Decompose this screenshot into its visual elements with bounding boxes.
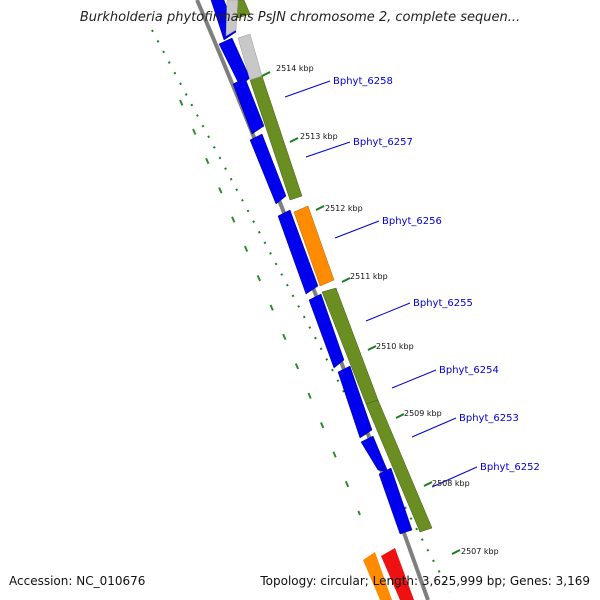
tick-label: 2509 kbp (404, 409, 442, 418)
tick-label: 2511 kbp (350, 272, 388, 281)
green-track (231, 0, 433, 533)
bottom-features (363, 548, 414, 600)
tick-label: 2513 kbp (300, 132, 338, 141)
label-leaders (284, 80, 478, 488)
tick-marks (261, 71, 461, 555)
gene-label: Bphyt_6256 (382, 216, 442, 227)
gene-label: Bphyt_6254 (439, 365, 499, 376)
gene-labels: Bphyt_6258 Bphyt_6257 Bphyt_6256 Bphyt_6… (333, 76, 540, 473)
tick-label: 2512 kbp (325, 204, 363, 213)
dotted-track (151, 29, 451, 593)
tick-label: 2514 kbp (276, 64, 314, 73)
tick-labels: 2514 kbp 2513 kbp 2512 kbp 2511 kbp 2510… (276, 64, 499, 556)
summary-text: Topology: circular; Length: 3,625,999 bp… (260, 574, 590, 588)
accession-text: Accession: NC_010676 (9, 574, 146, 588)
tick-label: 2510 kbp (376, 342, 414, 351)
gene-label: Bphyt_6253 (459, 413, 519, 424)
gene-label: Bphyt_6257 (353, 137, 413, 148)
gray-features (225, 0, 263, 81)
gene-label: Bphyt_6252 (480, 462, 540, 473)
orange-feature (293, 205, 335, 287)
tick-label: 2507 kbp (461, 547, 499, 556)
gene-label: Bphyt_6258 (333, 76, 393, 87)
map-title: Burkholderia phytofirmans PsJN chromosom… (79, 10, 521, 25)
tick-label: 2508 kbp (432, 479, 470, 488)
gene-label: Bphyt_6255 (413, 298, 473, 309)
forward-cds-track (210, 0, 413, 535)
